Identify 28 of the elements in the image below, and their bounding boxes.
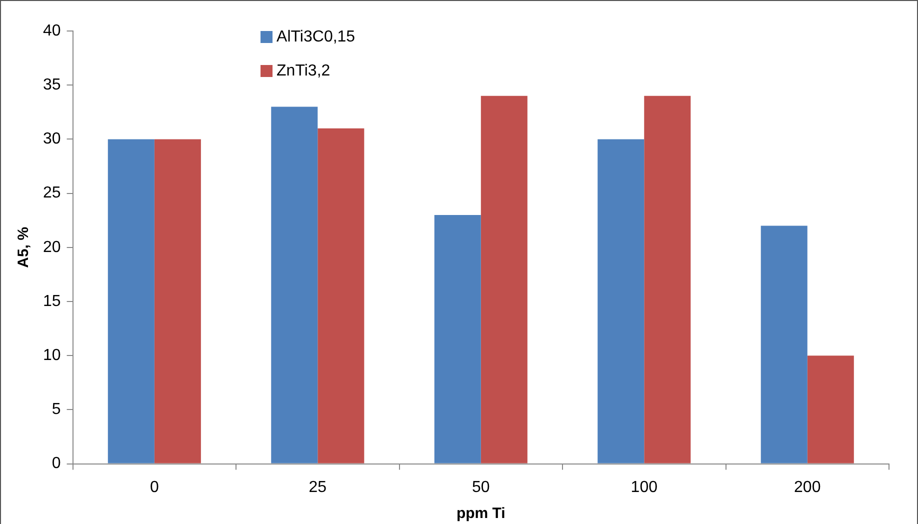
y-tick-label: 10 [43, 347, 61, 364]
x-axis-title: ppm Ti [456, 505, 506, 522]
legend-label: ZnTi3,2 [276, 62, 330, 80]
bar [644, 96, 691, 464]
bar [760, 226, 808, 464]
x-tick-label: 50 [472, 478, 490, 496]
bar [480, 96, 528, 464]
y-tick-label: 5 [52, 401, 61, 418]
y-tick-label: 15 [43, 292, 61, 310]
bar [271, 106, 318, 464]
bar [154, 139, 201, 464]
y-axis-title: A5, % [15, 226, 32, 268]
x-tick-label: 200 [794, 478, 821, 496]
y-tick-label: 35 [43, 76, 61, 94]
bar [108, 139, 154, 464]
bar [318, 128, 364, 464]
y-tick-label: 20 [43, 238, 61, 256]
y-tick-label: 0 [52, 455, 61, 472]
bar [598, 139, 644, 464]
legend-label: AlTi3C0,15 [276, 28, 356, 46]
x-tick-label: 100 [630, 478, 658, 496]
y-tick-label: 30 [43, 130, 61, 148]
x-tick-label: 25 [308, 478, 327, 496]
x-tick-label: 0 [150, 478, 159, 496]
y-tick-label: 25 [43, 184, 61, 202]
bar [807, 356, 854, 464]
bar [434, 214, 481, 464]
y-tick-label: 40 [43, 22, 61, 40]
